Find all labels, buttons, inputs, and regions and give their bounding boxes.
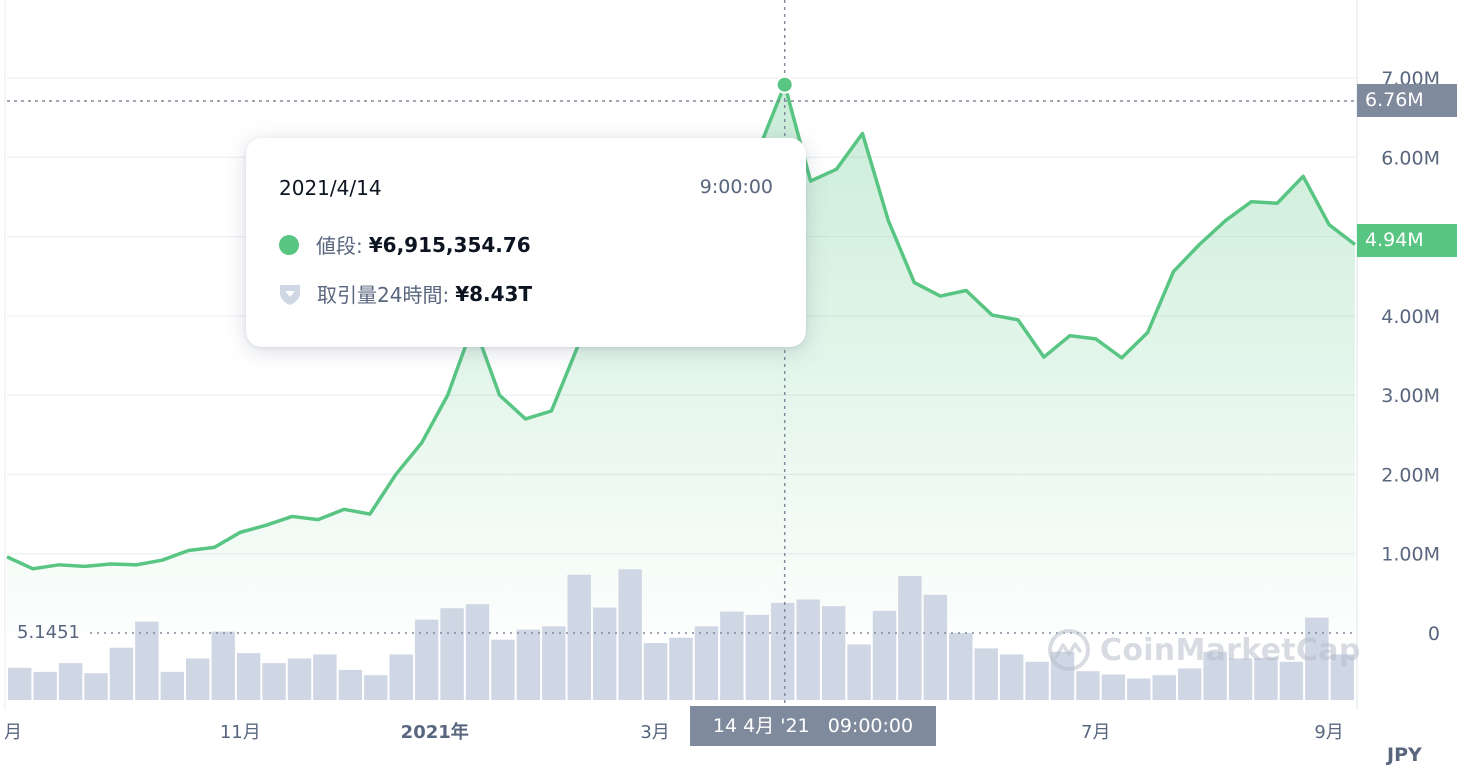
price-area: [7, 84, 1355, 633]
volume-bar: [1203, 651, 1227, 700]
tooltip-price-value: ¥6,915,354.76: [368, 232, 531, 257]
volume-bar: [1152, 675, 1176, 700]
tooltip-time: 9:00:00: [699, 176, 773, 198]
crosshair: [7, 0, 1355, 712]
tooltip-volume-row: 取引量24時間: ¥8.43T: [276, 279, 532, 308]
volume-bar: [287, 658, 312, 700]
volume-bar: [974, 648, 998, 700]
x-tick-label: 3月: [640, 722, 669, 743]
volume-bar: [262, 663, 286, 700]
tooltip-volume-value: ¥8.43T: [455, 281, 533, 306]
crosshair-date-badge: 14 4月 '21 09:00:00: [690, 706, 936, 746]
volume-bar: [389, 654, 413, 700]
volume-bar: [771, 602, 795, 700]
volume-bar: [440, 608, 464, 700]
volume-bar: [1254, 657, 1278, 700]
volume-axis-label: 5.1451: [17, 622, 80, 643]
volume-bar: [313, 654, 337, 700]
volume-bar: [186, 658, 210, 700]
volume-bar: [1025, 661, 1049, 700]
volume-bar: [1330, 654, 1354, 700]
tooltip-volume-label: 取引量24時間:: [317, 283, 450, 307]
volume-bar: [160, 671, 185, 700]
volume-bar: [465, 604, 490, 700]
volume-bar: [84, 673, 108, 700]
volume-bar: [1228, 658, 1253, 700]
volume-bar: [567, 574, 591, 700]
volume-bar: [33, 671, 57, 700]
x-tick-label: 11月: [220, 722, 261, 743]
volume-shield-icon: [280, 284, 300, 305]
volume-bar: [58, 663, 83, 700]
volume-bar: [1127, 678, 1151, 700]
volume-bar: [542, 626, 566, 700]
x-tick-label: 2021年: [401, 721, 469, 743]
volume-bar: [745, 614, 770, 700]
x-axis: 月 11月 2021年 3月 7月 9月: [4, 721, 1344, 743]
volume-bar: [1177, 668, 1202, 700]
x-tick-label: 9月: [1314, 722, 1343, 743]
volume-bar: [669, 637, 693, 700]
volume-bar: [211, 631, 235, 700]
crosshair-point: [775, 75, 794, 94]
volume-bar: [694, 626, 719, 700]
watermark-text: CoinMarketCap: [1100, 632, 1361, 668]
tooltip-date: 2021/4/14: [279, 176, 382, 200]
volume-bar: [135, 621, 159, 700]
volume-bar: [821, 606, 846, 700]
y-tick-label: 1.00M: [1381, 544, 1440, 566]
y-tick-label: 4.00M: [1381, 306, 1440, 328]
volume-bar: [872, 610, 897, 700]
volume-bar: [516, 629, 541, 700]
tooltip-price-label: 値段:: [316, 234, 363, 258]
tooltip-price-row: 値段: ¥6,915,354.76: [276, 230, 531, 259]
volume-bar: [618, 569, 642, 700]
volume-bar: [796, 599, 820, 700]
volume-bar: [1279, 661, 1304, 700]
y-tick-label: 3.00M: [1381, 385, 1440, 407]
coinmarketcap-logo-icon: [1048, 629, 1090, 671]
volume-bar: [1101, 674, 1126, 700]
current-price-badge: 4.94M: [1357, 224, 1457, 257]
volume-bar: [8, 667, 32, 700]
currency-label: JPY: [1387, 744, 1422, 766]
volume-bar: [720, 611, 744, 700]
volume-bar: [414, 619, 439, 700]
volume-bar: [949, 633, 973, 700]
volume-bar: [1305, 617, 1329, 700]
y-tick-label: 0: [1428, 623, 1440, 645]
volume-bars: [8, 569, 1355, 700]
volume-bar: [847, 644, 871, 700]
volume-bar: [491, 639, 515, 700]
volume-bar: [1076, 671, 1100, 700]
x-tick-label: 月: [4, 722, 22, 743]
y-tick-label: 6.00M: [1381, 147, 1440, 169]
volume-bar: [923, 594, 948, 700]
coinmarketcap-watermark: CoinMarketCap: [1046, 627, 1361, 673]
volume-bar: [364, 675, 388, 700]
crosshair-price-badge: 6.76M: [1357, 84, 1457, 117]
volume-bar: [236, 653, 261, 700]
chart-tooltip: 2021/4/14 9:00:00 値段: ¥6,915,354.76 取引量2…: [246, 138, 806, 347]
x-tick-label: 7月: [1081, 722, 1110, 743]
volume-bar: [592, 607, 617, 700]
volume-bar: [999, 654, 1024, 700]
volume-bar: [338, 669, 363, 700]
volume-bar: [643, 643, 668, 700]
y-tick-label: 2.00M: [1381, 464, 1440, 486]
price-area-fill: [7, 84, 1355, 633]
price-dot-icon: [279, 234, 299, 255]
volume-bar: [109, 647, 134, 700]
volume-bar: [898, 576, 922, 700]
